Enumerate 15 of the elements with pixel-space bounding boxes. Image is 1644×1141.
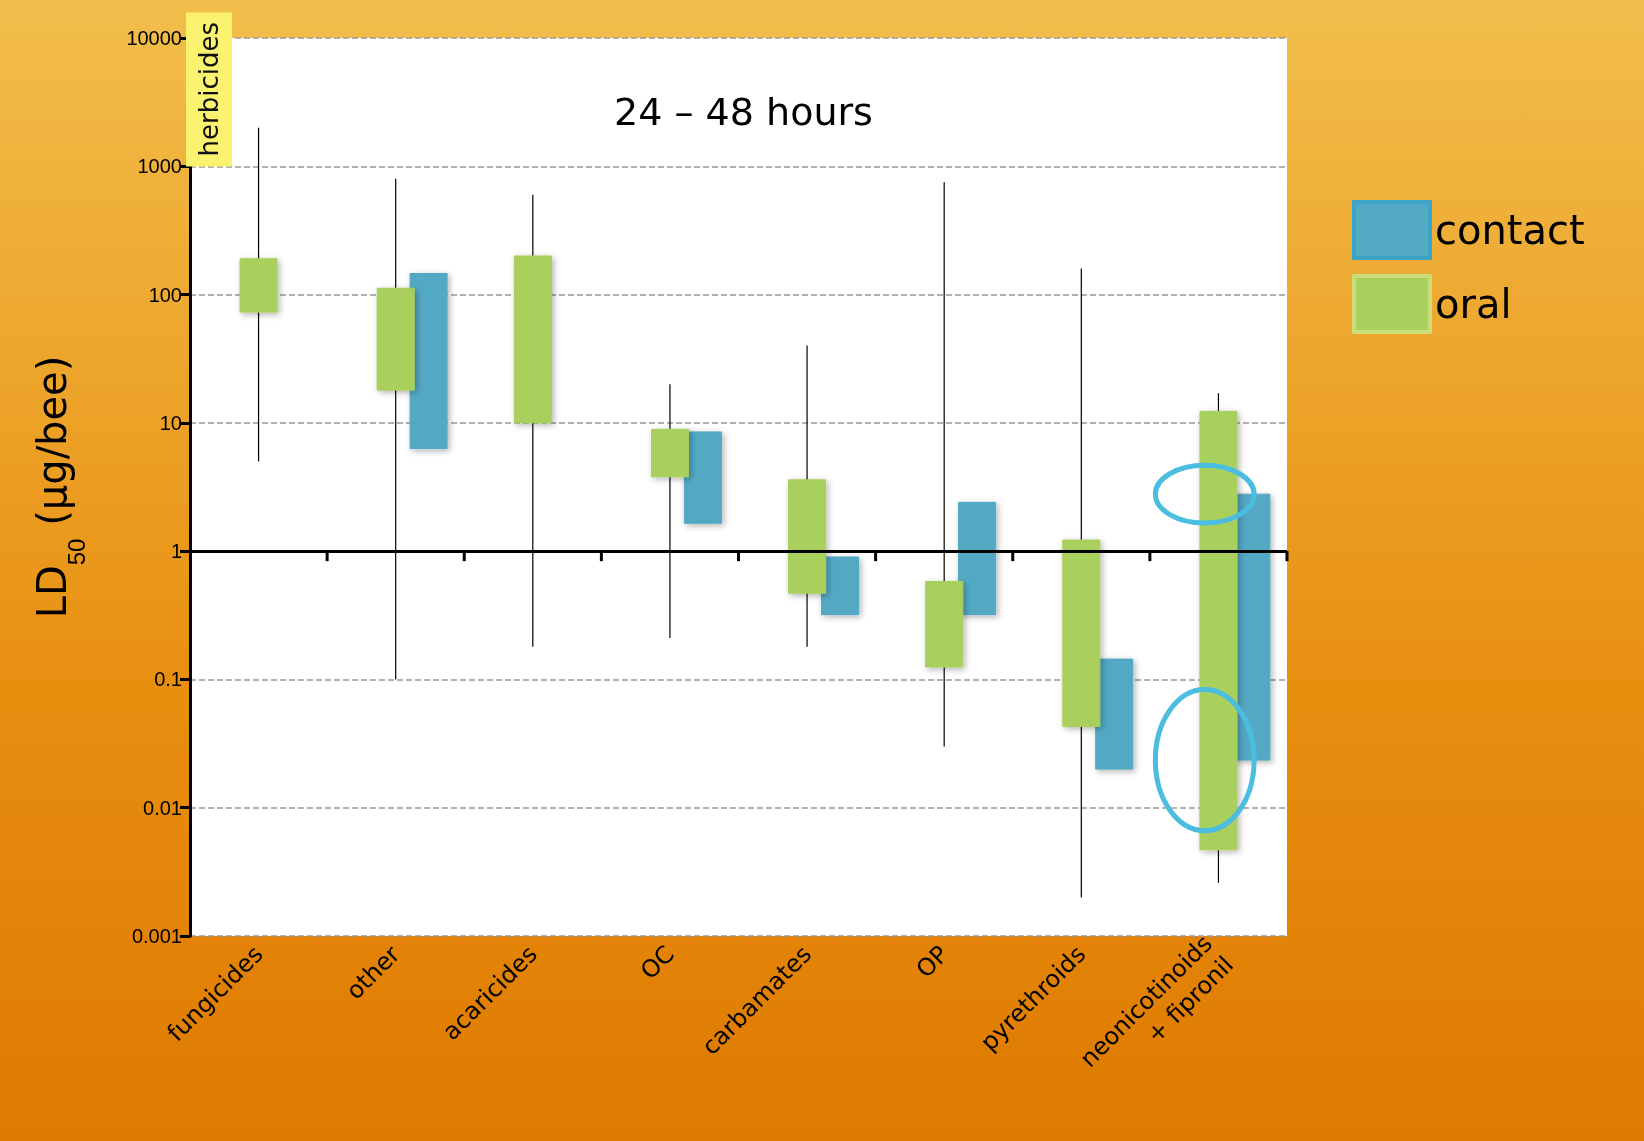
y-axis-title: LD50 (μg/bee) bbox=[29, 355, 90, 619]
y-tick-label: 0.001 bbox=[131, 925, 182, 947]
text: 24 – 48 hours bbox=[614, 90, 873, 134]
y-tick-label: 1000 bbox=[137, 155, 182, 178]
y-tick-label: 0.1 bbox=[154, 668, 182, 691]
y-tick-label: 100 bbox=[148, 283, 182, 306]
x-tick-label: OP bbox=[910, 940, 955, 984]
x-tick-label: OC bbox=[634, 940, 680, 986]
y-tick-label: 0.01 bbox=[143, 796, 182, 819]
annotation: herbicides bbox=[186, 12, 232, 167]
y-tick-label: 10 bbox=[159, 411, 182, 434]
legend-label: contact bbox=[1435, 207, 1585, 253]
legend-label: oral bbox=[1435, 281, 1512, 327]
y-tick-label: 10000 bbox=[126, 27, 182, 49]
y-tick-label: 1 bbox=[170, 540, 182, 563]
